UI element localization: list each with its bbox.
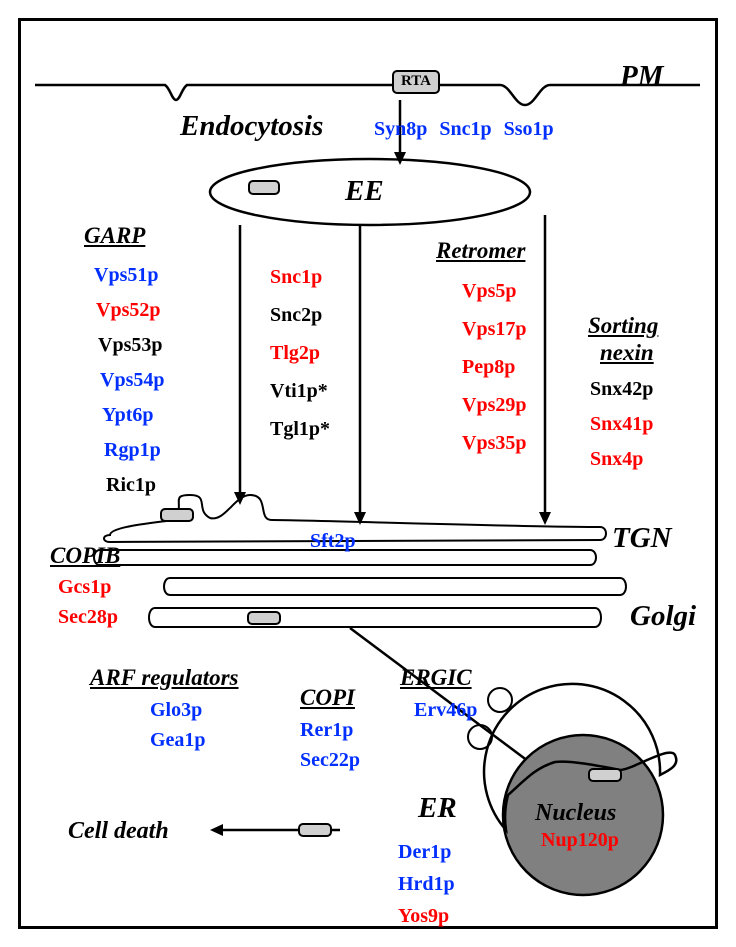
col-arf: Glo3pGea1p	[150, 695, 206, 755]
rta-box-cytosol	[298, 823, 332, 837]
label-pm: PM	[620, 60, 664, 93]
heading-ergic: ERGIC	[400, 665, 472, 691]
rta-box-pm: RTA	[392, 70, 440, 94]
diagram-canvas: RTA PM Endocytosis EE TGN Golgi ER Nucle…	[0, 0, 736, 947]
label-tgn: TGN	[612, 522, 672, 555]
col-garp: Vps51pVps52pVps53pVps54pYpt6pRgp1pRic1p	[94, 258, 164, 503]
label-nucleus: Nucleus	[535, 800, 616, 827]
label-golgi: Golgi	[630, 600, 696, 633]
protein-sft2p: Sft2p	[310, 530, 356, 553]
heading-garp: GARP	[84, 223, 145, 249]
col-er: Der1pHrd1pYos9p	[398, 836, 455, 932]
col-copib: Gcs1pSec28p	[58, 572, 118, 632]
col-copi: Rer1pSec22p	[300, 715, 360, 775]
col-center: Snc1pSnc2pTlg2pVti1p*Tgl1p*	[270, 258, 330, 448]
heading-copib: COPIB	[50, 543, 120, 569]
pm-proteins: Syn8pSnc1pSso1p	[374, 118, 566, 141]
label-endocytosis: Endocytosis	[180, 110, 323, 143]
label-ee: EE	[345, 175, 384, 208]
col-sorting: Snx42pSnx41pSnx4p	[590, 372, 653, 477]
heading-sorting-nexin-1: Sorting	[588, 313, 658, 339]
label-er: ER	[418, 792, 457, 825]
rta-box-ee	[248, 180, 280, 195]
heading-arf: ARF regulators	[90, 665, 239, 691]
protein-nup120p: Nup120p	[541, 829, 619, 852]
heading-copi: COPI	[300, 685, 355, 711]
col-ergic: Erv46p	[414, 695, 477, 725]
rta-box-er	[588, 768, 622, 782]
rta-box-tgn	[160, 508, 194, 522]
heading-retromer: Retromer	[436, 238, 525, 264]
label-celldeath: Cell death	[68, 818, 169, 845]
col-retromer: Vps5pVps17pPep8pVps29pVps35p	[462, 272, 526, 462]
heading-sorting-nexin-2: nexin	[600, 340, 654, 366]
rta-box-golgi	[247, 611, 281, 625]
